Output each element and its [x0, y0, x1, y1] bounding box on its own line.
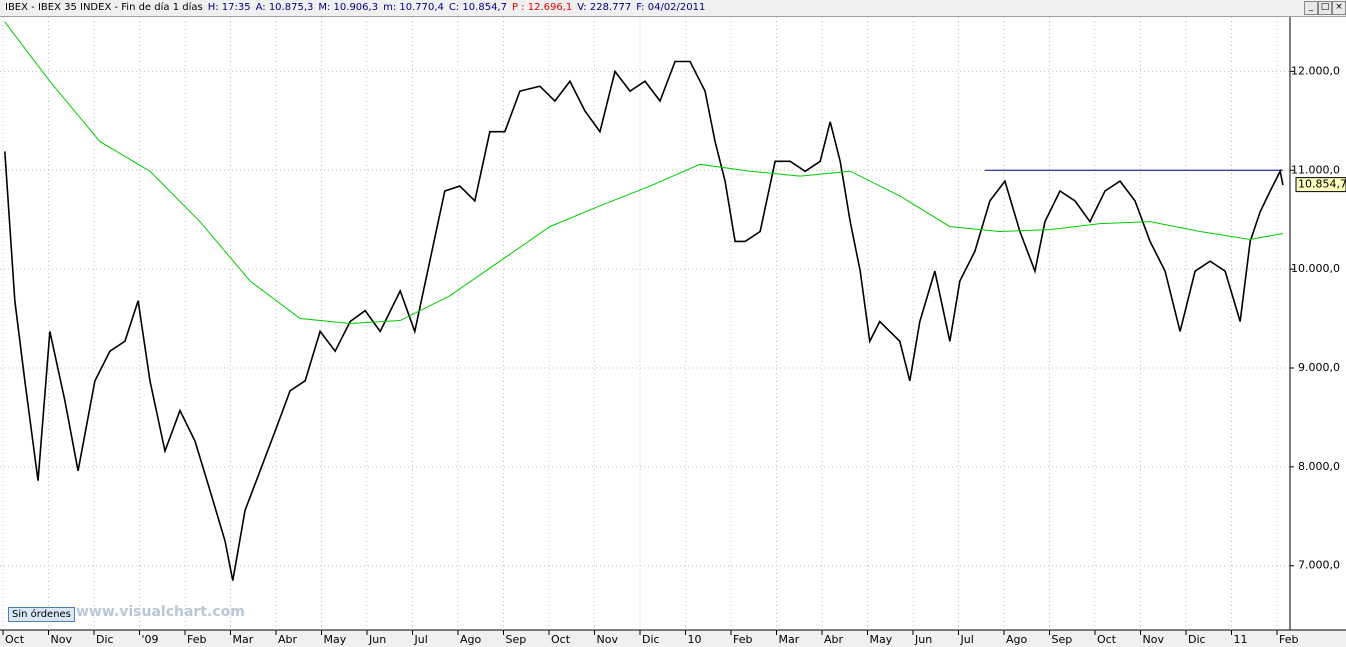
x-tick-label: Jul	[414, 633, 428, 646]
minimize-button[interactable]: _	[1304, 1, 1318, 15]
last-value-box	[1295, 177, 1346, 193]
orders-button[interactable]: Sin órdenes	[8, 607, 75, 622]
x-tick-label: May	[870, 633, 893, 646]
x-tick-label: Oct	[551, 633, 571, 646]
price-line	[4, 60, 1284, 581]
x-tick-label: Mar	[779, 633, 800, 646]
x-tick-label: Jun	[368, 633, 386, 646]
y-tick-label: 12.000,0	[1291, 64, 1340, 77]
x-tick-label: Feb	[187, 633, 206, 646]
x-tick-label: Jul	[960, 633, 974, 646]
header-field: C: 10.854,7	[448, 2, 507, 13]
header-field: A: 10.875,3	[255, 2, 314, 13]
x-tick-label: Oct	[5, 633, 25, 646]
header-field: M: 10.906,3	[318, 2, 379, 13]
price-line	[4, 21, 1284, 325]
x-tick-label: Dic	[642, 633, 660, 646]
header-field: H: 17:35	[207, 2, 251, 13]
watermark: www.visualchart.com	[76, 604, 245, 620]
x-tick-label: Dic	[96, 633, 114, 646]
x-tick-label: Dic	[1188, 633, 1206, 646]
x-tick-label: Nov	[597, 633, 619, 646]
x-tick-label: Abr	[278, 633, 298, 646]
x-axis-bar	[0, 630, 1346, 647]
x-tick-label: 10	[688, 633, 702, 646]
x-tick-label: Jun	[914, 633, 932, 646]
x-tick-label: May	[324, 633, 347, 646]
maximize-button[interactable]: □	[1318, 1, 1332, 15]
header-field: m: 10.770,4	[383, 2, 444, 13]
x-tick-label: Oct	[1097, 633, 1117, 646]
x-tick-label: '09	[142, 633, 159, 646]
x-tick-label: Nov	[1143, 633, 1165, 646]
x-tick-label: Abr	[824, 633, 844, 646]
y-tick-label: 7.000,0	[1298, 559, 1340, 572]
x-tick-label: Ago	[460, 633, 482, 646]
y-tick-label: 10.000,0	[1291, 262, 1340, 275]
y-tick-label: 11.000,0	[1291, 163, 1340, 176]
header-field: IBEX - IBEX 35 INDEX - Fin de día 1 días	[5, 2, 203, 13]
x-tick-label: Sep	[506, 633, 527, 646]
header-field: P : 12.696,1	[511, 2, 573, 13]
x-tick-label: Ago	[1006, 633, 1028, 646]
y-tick-label: 9.000,0	[1298, 361, 1340, 374]
x-tick-label: 11	[1234, 633, 1248, 646]
x-tick-label: Sep	[1052, 633, 1073, 646]
x-tick-label: Nov	[51, 633, 73, 646]
last-value-label: 10.854,7	[1298, 178, 1346, 191]
x-tick-label: Feb	[733, 633, 752, 646]
header: IBEX - IBEX 35 INDEX - Fin de día 1 días…	[0, 0, 1346, 17]
x-tick-label: Feb	[1279, 633, 1298, 646]
header-field: F: 04/02/2011	[636, 2, 706, 13]
y-tick-label: 8.000,0	[1298, 460, 1340, 473]
x-tick-label: Mar	[233, 633, 254, 646]
header-field: V: 228.777	[577, 2, 632, 13]
